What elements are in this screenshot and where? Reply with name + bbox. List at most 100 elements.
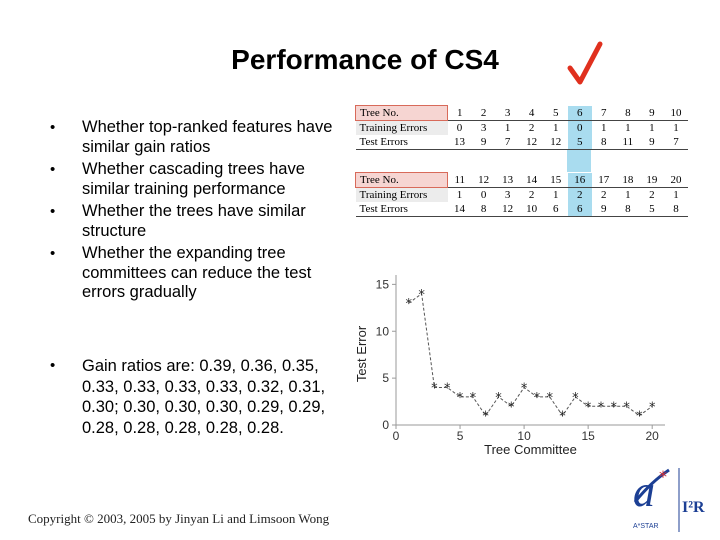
table-cell: 0	[567, 120, 592, 135]
table-cell: 11	[447, 172, 472, 188]
table-cell: 4	[519, 105, 544, 121]
data-point: *	[431, 382, 438, 397]
table-cell: 6	[567, 202, 592, 217]
table-cell: 1	[625, 189, 631, 201]
tree-results-tables: Tree No. 1 2 3 4 5 6 7 8 9 10 Training E…	[355, 105, 690, 217]
check-mark-icon	[567, 41, 603, 85]
y-tick-label: 15	[376, 277, 390, 291]
table-cell: 2	[471, 105, 496, 121]
table-cell: 0	[456, 122, 463, 134]
x-tick-label: 20	[646, 429, 660, 443]
y-tick-label: 0	[382, 418, 389, 432]
footer-copyright: Copyright © 2003, 2005 by Jinyan Li and …	[28, 511, 330, 526]
table-cell: 5	[639, 202, 664, 217]
table-cell: 9	[639, 105, 664, 121]
row-label: Test Errors	[355, 202, 448, 217]
table-cell: 2	[528, 122, 535, 134]
results-table-1: Tree No. 1 2 3 4 5 6 7 8 9 10 Training E…	[355, 105, 688, 150]
table-cell: 12	[495, 202, 520, 217]
tree-no-row: Tree No. 1 2 3 4 5 6 7 8 9 10	[355, 105, 688, 121]
data-point: *	[611, 400, 618, 415]
table-cell: 15	[543, 172, 568, 188]
data-point: *	[482, 410, 489, 425]
table-cell: 1	[625, 122, 631, 134]
table-cell: 8	[615, 202, 640, 217]
table-cell: 8	[663, 202, 688, 217]
table-cell: 8	[591, 135, 616, 150]
table-cell: 1	[673, 122, 679, 134]
gap-highlight	[355, 150, 688, 172]
table-cell: 9	[591, 202, 616, 217]
x-tick-label: 0	[393, 429, 400, 443]
table-cell: 16	[567, 172, 592, 188]
table-cell: 3	[504, 189, 511, 201]
row-label: Test Errors	[355, 135, 448, 150]
table-cell: 1	[447, 105, 472, 121]
data-point: *	[598, 400, 605, 415]
data-point: *	[585, 400, 592, 415]
table-cell: 14	[447, 202, 472, 217]
table-cell: 5	[543, 105, 568, 121]
table-cell: 8	[615, 105, 640, 121]
test-errors-row: Test Errors 13 9 7 12 12 5 8 11 9 7	[355, 135, 688, 150]
bullet-dot: •	[50, 119, 56, 136]
row-label: Tree No.	[355, 105, 448, 121]
data-point: *	[636, 410, 643, 425]
data-point: *	[508, 400, 515, 415]
slide-title: Performance of CS4	[231, 44, 499, 75]
data-point: *	[623, 400, 630, 415]
table-cell: 11	[615, 135, 640, 150]
y-axis-title: Test Error	[354, 325, 369, 382]
table-cell: 1	[601, 122, 607, 134]
training-errors-row: Training Errors 1 0 3 2 1 2 2 1 2 1	[355, 187, 689, 202]
table-cell: 6	[543, 202, 568, 217]
data-point: *	[495, 391, 502, 406]
x-axis-title: Tree Committee	[484, 442, 577, 457]
table-cell: 12	[519, 135, 544, 150]
bullet-dot: •	[50, 203, 56, 220]
table-cell: 13	[495, 172, 520, 188]
bullet-item: • Whether the expanding tree committees c…	[50, 244, 350, 303]
row-label: Tree No.	[355, 172, 448, 188]
results-table-2: Tree No. 11 12 13 14 15 16 17 18 19 20 T…	[355, 172, 688, 217]
data-point: *	[534, 391, 541, 406]
x-tick-label: 5	[457, 429, 464, 443]
x-tick-label: 10	[517, 429, 531, 443]
table-cell: 12	[543, 135, 568, 150]
training-errors-row: Training Errors 0 3 1 2 1 0 1 1 1 1	[355, 120, 689, 135]
table-cell: 17	[591, 172, 616, 188]
table-cell: 10	[519, 202, 544, 217]
data-point: *	[418, 288, 425, 303]
bullet-item: • Whether the trees have similar structur…	[50, 202, 350, 241]
table-cell: 18	[615, 172, 640, 188]
tree-no-row: Tree No. 11 12 13 14 15 16 17 18 19 20	[355, 172, 688, 188]
logo-text: I²R	[682, 499, 705, 516]
data-point: *	[559, 410, 566, 425]
bullet-text: Whether the trees have similar structure	[82, 202, 306, 240]
bullet-list: • Whether top-ranked features have simila…	[50, 118, 350, 306]
table-gap	[355, 150, 690, 172]
table-cell: 2	[528, 189, 535, 201]
table-cell: 2	[649, 189, 655, 201]
table-cell: 0	[480, 189, 487, 201]
bullet-dot: •	[50, 357, 56, 374]
table-cell: 2	[567, 187, 592, 202]
table-cell: 1	[456, 189, 463, 201]
table-cell: 13	[447, 135, 472, 150]
table-cell: 1	[552, 189, 559, 201]
bullet-text: Whether cascading trees have similar tra…	[82, 160, 305, 198]
data-point: *	[470, 391, 477, 406]
data-point: *	[521, 382, 528, 397]
test-error-chart: 0 5 10 15 0 5 10 15 20 Tree Committee Test Error * *…	[354, 275, 665, 457]
data-point: *	[572, 391, 579, 406]
table-cell: 9	[471, 135, 496, 150]
gain-ratios-text: Gain ratios are: 0.39, 0.36, 0.35, 0.33,…	[82, 357, 326, 437]
table-cell: 10	[663, 105, 688, 121]
data-point: *	[649, 400, 656, 415]
y-tick-label: 10	[376, 324, 390, 338]
data-point: *	[546, 391, 553, 406]
bullet-text: Whether top-ranked features have similar…	[82, 118, 333, 156]
data-point: *	[444, 382, 451, 397]
table-cell: 1	[673, 189, 679, 201]
table-cell: 14	[519, 172, 544, 188]
